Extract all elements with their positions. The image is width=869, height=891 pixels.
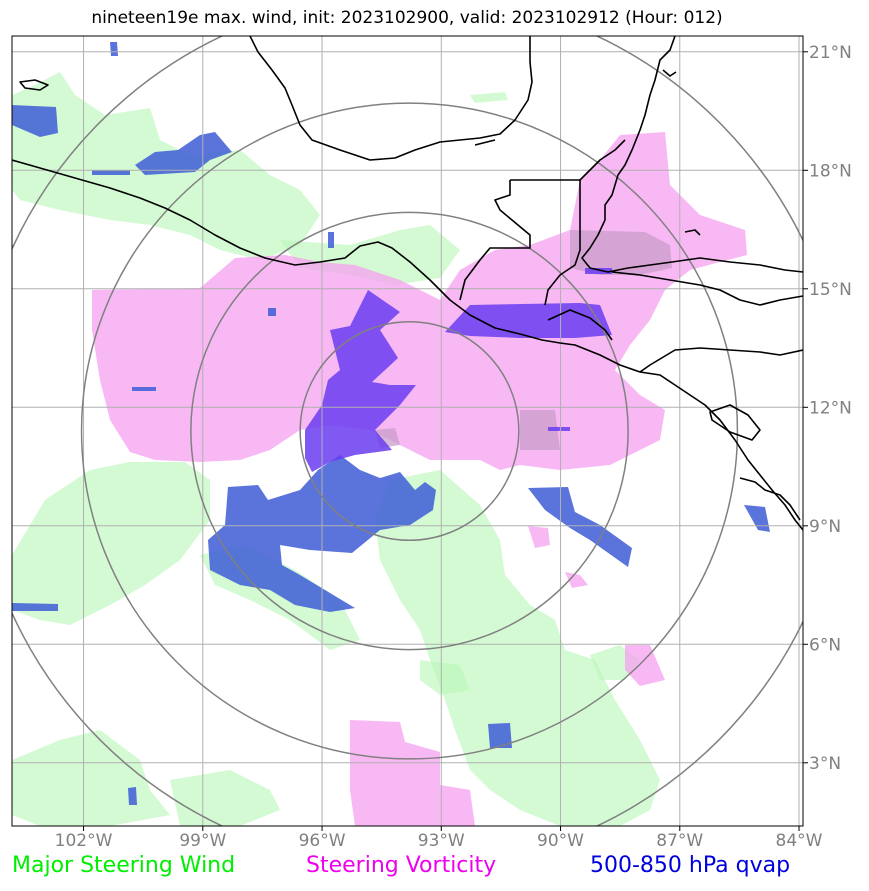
y-tick-label: 9°N [809, 517, 841, 537]
steering-wind-area-southeast [375, 470, 660, 826]
qvap-area-east-southeast [528, 487, 632, 567]
range-ring [80, 102, 739, 760]
steering-wind-area-north-east [470, 92, 508, 103]
qvap-area-speck-6 [268, 308, 276, 316]
coastline-costa-rica [739, 477, 801, 521]
y-tick-label: 15°N [809, 280, 852, 300]
qvap-area-speck-8 [132, 387, 156, 391]
border-mexico-guatemala [510, 179, 581, 306]
qvap-area-east-coast [744, 505, 770, 532]
legend-steering-wind: Major Steering Wind [12, 853, 236, 878]
lake-nicaragua [709, 404, 761, 441]
qvap-area-speck-4 [548, 427, 570, 431]
vorticity-area-main [92, 132, 747, 470]
range-rings [12, 36, 803, 826]
y-tick-label: 6°N [809, 635, 841, 655]
vorticity-area-east-small [528, 526, 550, 548]
y-tick-label: 21°N [809, 43, 852, 63]
x-tick-label: 102°W [55, 831, 113, 851]
steering-wind-area-south [12, 462, 210, 625]
x-tick-label: 90°W [537, 831, 584, 851]
legend-qvap: 500-850 hPa qvap [590, 853, 791, 878]
border-chiapas [459, 180, 531, 301]
map-title: nineteen19e max. wind, init: 2023102900,… [91, 8, 723, 28]
qvap-area-storm-core [305, 290, 416, 472]
vorticity-overlap-east [570, 230, 672, 275]
vorticity-area-south [350, 720, 475, 826]
vorticity-area-east-south [625, 645, 665, 686]
coastline-islands-3 [474, 139, 496, 146]
x-tick-label: 84°W [776, 831, 823, 851]
coastline-islands-2 [684, 229, 701, 236]
range-ring [190, 211, 629, 651]
border-honduras-nicaragua [639, 347, 803, 373]
vorticity-overlap-center [520, 410, 560, 450]
steering-wind-area-south-small [170, 770, 280, 826]
coastline-gulf-mexico [249, 36, 533, 161]
coastline-yucatan-east [581, 36, 803, 273]
qvap-area-northwest-corner [12, 105, 58, 137]
range-ring [299, 320, 520, 542]
coastline-islands-1 [19, 79, 49, 91]
border-guatemala-belize [579, 139, 626, 181]
qvap-area-northwest [135, 132, 232, 175]
qvap-area-speck-7 [92, 170, 130, 175]
qvap-area-south-small [488, 723, 512, 748]
longitude-tick-labels: 102°W 99°W 96°W 93°W 90°W 87°W 84°W [55, 826, 823, 851]
x-tick-label: 96°W [299, 831, 346, 851]
y-tick-label: 3°N [809, 754, 841, 774]
qvap-area-speck-1 [110, 42, 118, 56]
x-tick-label: 87°W [656, 831, 703, 851]
map-frame [11, 35, 804, 827]
y-tick-label: 18°N [809, 161, 852, 181]
steering-wind-area-near-coast [420, 660, 470, 695]
x-tick-label: 99°W [179, 831, 226, 851]
qvap-area-speck-2 [128, 787, 137, 805]
coastline-layer [12, 36, 803, 531]
graticule [12, 36, 803, 826]
y-tick-label: 12°N [809, 398, 852, 418]
coastline-caribbean-central-america [611, 271, 803, 306]
qvap-area-speck-3 [328, 232, 334, 248]
vorticity-area-east-mid [565, 572, 588, 588]
latitude-tick-labels: 21°N 18°N 15°N 12°N 9°N 6°N 3°N [803, 43, 852, 774]
qvap-area-speck-5 [585, 268, 612, 274]
qvap-area-west-edge [12, 603, 58, 611]
qvap-area-east-band [445, 303, 612, 338]
vorticity-layer [92, 132, 747, 826]
legend-steering-vorticity: Steering Vorticity [306, 853, 497, 878]
border-guatemala-salvador [547, 309, 613, 341]
x-tick-label: 93°W [418, 831, 465, 851]
coastline-islands-4 [662, 69, 677, 77]
